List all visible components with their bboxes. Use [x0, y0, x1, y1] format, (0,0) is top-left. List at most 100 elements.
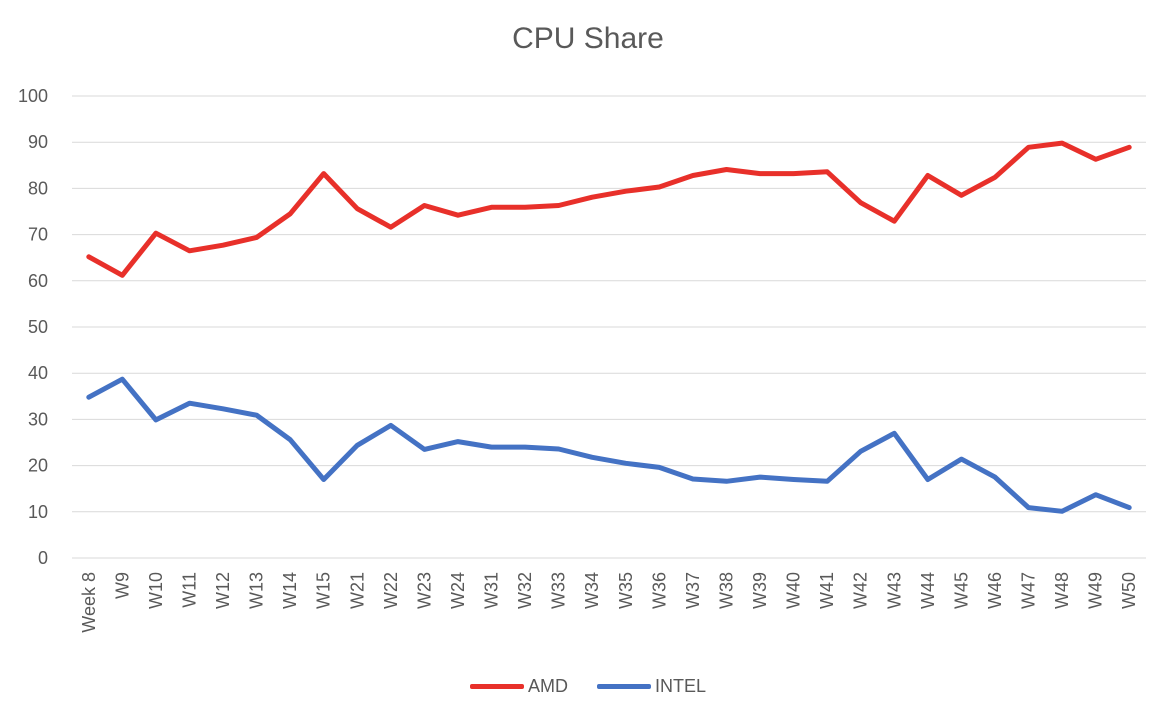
- x-tick-label: W34: [582, 572, 602, 609]
- data-point-amd: [793, 173, 795, 175]
- y-tick-label: 40: [28, 363, 48, 383]
- data-point-intel: [692, 478, 694, 480]
- data-point-amd: [591, 196, 593, 198]
- y-tick-label: 60: [28, 271, 48, 291]
- data-point-amd: [524, 206, 526, 208]
- x-tick-label: W9: [112, 572, 132, 599]
- x-tick-label: W49: [1086, 572, 1106, 609]
- series-lines: [86, 140, 1132, 514]
- x-tick-label: W31: [482, 572, 502, 609]
- data-point-intel: [222, 408, 224, 410]
- data-point-intel: [491, 446, 493, 448]
- y-axis-ticks: 0 10 20 30 40 50 60 70 80 90 100: [18, 86, 48, 568]
- data-point-amd: [759, 173, 761, 175]
- x-tick-label: W24: [448, 572, 468, 609]
- y-tick-label: 100: [18, 86, 48, 106]
- x-tick-label: W50: [1119, 572, 1139, 609]
- data-point-amd: [1128, 146, 1130, 148]
- data-point-amd: [457, 214, 459, 216]
- data-point-amd: [323, 173, 325, 175]
- x-tick-label: W40: [784, 572, 804, 609]
- chart-title: CPU Share: [512, 22, 664, 55]
- data-point-amd: [390, 226, 392, 228]
- data-point-amd: [860, 202, 862, 204]
- data-point-amd: [356, 208, 358, 210]
- legend-swatch-amd: [469, 684, 524, 689]
- x-tick-label: W41: [817, 572, 837, 609]
- y-tick-label: 50: [28, 317, 48, 337]
- data-point-intel: [826, 480, 828, 482]
- data-point-amd: [927, 174, 929, 176]
- x-axis-ticks: Week 8 W9 W10 W11 W12 W13 W14 W15 W21 W22 W23 W24 W3…: [79, 572, 1139, 633]
- x-tick-label: W42: [851, 572, 871, 609]
- data-point-amd: [491, 206, 493, 208]
- y-tick-label: 30: [28, 409, 48, 429]
- data-point-intel: [289, 439, 291, 441]
- data-point-intel: [256, 414, 258, 416]
- data-point-intel: [860, 450, 862, 452]
- data-point-amd: [893, 220, 895, 222]
- x-tick-label: W36: [649, 572, 669, 609]
- data-point-amd: [1061, 142, 1063, 144]
- y-tick-label: 70: [28, 225, 48, 245]
- data-point-intel: [155, 419, 157, 421]
- x-tick-label: W35: [616, 572, 636, 609]
- legend-label-amd: AMD: [527, 676, 568, 696]
- data-point-intel: [356, 444, 358, 446]
- x-tick-label: W37: [683, 572, 703, 609]
- series-line-amd: [86, 140, 1132, 278]
- data-point-intel: [88, 396, 90, 398]
- x-tick-label: W47: [1019, 572, 1039, 609]
- data-point-amd: [121, 274, 123, 276]
- data-point-amd: [256, 236, 258, 238]
- gridlines: [72, 95, 1146, 559]
- x-tick-label: W22: [381, 572, 401, 609]
- x-tick-label: W46: [985, 572, 1005, 609]
- data-point-intel: [725, 480, 727, 482]
- legend-item-intel: INTEL: [597, 676, 706, 697]
- data-point-amd: [658, 186, 660, 188]
- x-tick-label: W38: [716, 572, 736, 609]
- data-point-amd: [826, 171, 828, 173]
- data-point-intel: [390, 424, 392, 426]
- x-tick-label: W12: [213, 572, 233, 609]
- data-point-intel: [960, 458, 962, 460]
- x-tick-label: W15: [314, 572, 334, 609]
- data-point-amd: [725, 168, 727, 170]
- data-point-intel: [558, 448, 560, 450]
- data-point-amd: [289, 213, 291, 215]
- data-point-intel: [994, 476, 996, 478]
- data-point-intel: [1028, 507, 1030, 509]
- data-point-amd: [423, 204, 425, 206]
- data-point-intel: [423, 448, 425, 450]
- legend-swatch-intel: [597, 684, 651, 689]
- y-tick-label: 10: [28, 502, 48, 522]
- data-point-amd: [692, 174, 694, 176]
- legend: AMD INTEL: [0, 673, 1176, 697]
- x-tick-label: W48: [1052, 572, 1072, 609]
- data-point-intel: [457, 441, 459, 443]
- data-point-amd: [222, 244, 224, 246]
- data-point-amd: [1095, 158, 1097, 160]
- data-point-intel: [591, 456, 593, 458]
- data-point-amd: [960, 194, 962, 196]
- y-tick-label: 20: [28, 456, 48, 476]
- series-line-intel: [86, 376, 1132, 514]
- data-point-intel: [658, 466, 660, 468]
- x-tick-label: W44: [918, 572, 938, 609]
- data-point-amd: [625, 190, 627, 192]
- legend-label-intel: INTEL: [655, 676, 707, 696]
- data-point-amd: [1028, 146, 1030, 148]
- data-point-intel: [893, 432, 895, 434]
- data-point-intel: [759, 476, 761, 478]
- x-tick-label: W23: [414, 572, 434, 609]
- data-point-amd: [155, 232, 157, 234]
- data-point-intel: [1128, 507, 1130, 509]
- x-tick-label: W43: [884, 572, 904, 609]
- data-point-intel: [524, 446, 526, 448]
- data-point-intel: [121, 378, 123, 380]
- x-tick-label: W13: [247, 572, 267, 609]
- data-point-amd: [188, 250, 190, 252]
- x-tick-label: W21: [347, 572, 367, 609]
